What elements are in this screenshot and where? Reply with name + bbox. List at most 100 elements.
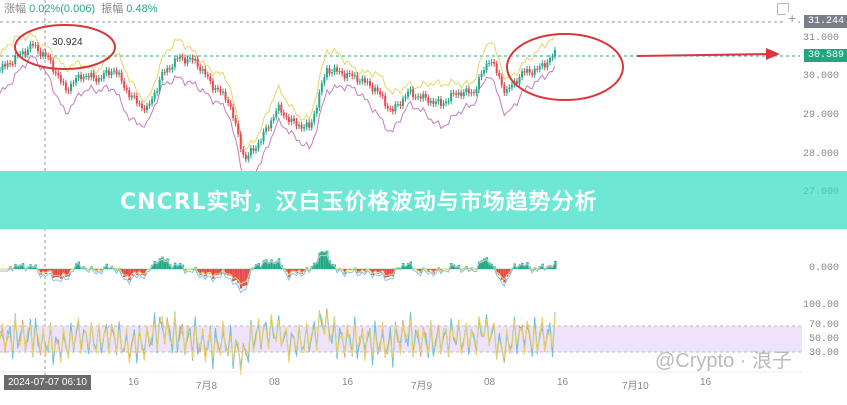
candle-body	[392, 109, 394, 112]
x-tick: 08	[269, 377, 280, 388]
candle-body	[22, 51, 24, 54]
macd-bar	[212, 269, 215, 279]
candle-body	[143, 108, 145, 110]
rsi-tick: 50.00	[809, 334, 839, 345]
banner-title: CNCRL实时，汉白玉价格波动与市场趋势分析	[120, 184, 598, 216]
candle-body	[374, 88, 376, 92]
candle-body	[437, 99, 439, 101]
candle-body	[473, 92, 475, 93]
candle-body	[321, 83, 323, 92]
candle-body	[105, 70, 107, 73]
candle-body	[95, 78, 97, 81]
annotation-arrow-head	[766, 48, 780, 60]
candle-body	[123, 81, 125, 88]
candle-body	[382, 94, 384, 95]
candle-body	[397, 104, 399, 105]
candle-body	[260, 141, 262, 142]
price-header: 涨幅 0.02%(0.006) 振幅 0.48%	[4, 0, 158, 16]
candle-body	[460, 92, 462, 96]
candle-body	[146, 106, 148, 110]
candle-body	[341, 71, 343, 74]
candle-body	[486, 63, 488, 69]
candle-body	[189, 58, 191, 59]
candle-body	[298, 125, 300, 126]
candle-body	[442, 103, 444, 106]
candle-body	[410, 89, 412, 91]
macd-bar	[384, 269, 387, 277]
candle-body	[263, 132, 265, 142]
candle-body	[141, 104, 143, 108]
candle-body	[126, 88, 128, 90]
macd-bar	[554, 261, 557, 269]
x-tick: 7月9	[411, 377, 432, 392]
candle-body	[301, 125, 303, 129]
amplitude-label: 振幅	[101, 3, 123, 15]
candle-body	[235, 118, 237, 124]
candle-body	[242, 149, 244, 155]
candle-body	[412, 89, 414, 96]
candle-body	[551, 57, 553, 58]
candle-body	[351, 74, 353, 76]
candle-body	[9, 63, 11, 64]
macd-bar	[245, 269, 248, 285]
candle-body	[27, 49, 29, 55]
candle-body	[455, 93, 457, 95]
candle-body	[2, 64, 4, 70]
annotation-circle	[507, 34, 623, 100]
candle-body	[225, 92, 227, 100]
candle-body	[506, 89, 508, 93]
candle-body	[313, 114, 315, 122]
candle-body	[356, 75, 358, 82]
candle-body	[60, 75, 62, 81]
candle-body	[290, 118, 292, 122]
candle-body	[420, 96, 422, 98]
candle-body	[151, 99, 153, 103]
candle-body	[85, 76, 87, 77]
candle-body	[138, 103, 140, 104]
candle-body	[247, 155, 249, 159]
crosshair-plus-icon[interactable]: +	[786, 12, 798, 28]
candle-body	[214, 88, 216, 90]
candle-body	[57, 73, 59, 75]
candle-body	[526, 69, 528, 73]
candle-body	[425, 94, 427, 98]
change-value: 0.02%(0.006)	[29, 3, 95, 15]
candle-body	[4, 64, 6, 66]
macd-bar	[52, 269, 55, 278]
candle-body	[387, 106, 389, 109]
candle-body	[52, 61, 54, 72]
candle-body	[316, 108, 318, 114]
candle-body	[404, 97, 406, 99]
candle-body	[354, 75, 356, 76]
candle-body	[270, 121, 272, 129]
candle-body	[255, 149, 257, 151]
macd-bar	[242, 269, 245, 286]
candle-body	[14, 55, 16, 64]
candle-body	[118, 73, 120, 75]
candle-body	[98, 78, 100, 82]
candle-body	[328, 68, 330, 73]
candle-body	[156, 91, 158, 93]
candle-body	[524, 71, 526, 72]
candle-body	[100, 78, 102, 79]
macd-bar	[232, 269, 235, 281]
candle-body	[544, 63, 546, 67]
macd-bar	[321, 251, 324, 269]
candle-body	[384, 96, 386, 106]
candle-body	[50, 57, 52, 60]
candle-body	[326, 68, 328, 77]
candle-body	[40, 51, 42, 56]
x-tick: 16	[700, 377, 711, 388]
crosshair-price-tag: 31.244	[804, 15, 847, 28]
candle-body	[470, 92, 472, 93]
price-tick: 27.000	[803, 187, 839, 198]
candle-body	[29, 44, 31, 49]
candle-body	[176, 59, 178, 60]
price-tick: 28.000	[803, 149, 839, 160]
candle-body	[194, 59, 196, 61]
candle-body	[519, 77, 521, 84]
candle-body	[12, 64, 14, 65]
candle-body	[252, 148, 254, 151]
high-price-label: 30.924	[52, 37, 83, 48]
candle-body	[217, 88, 219, 89]
